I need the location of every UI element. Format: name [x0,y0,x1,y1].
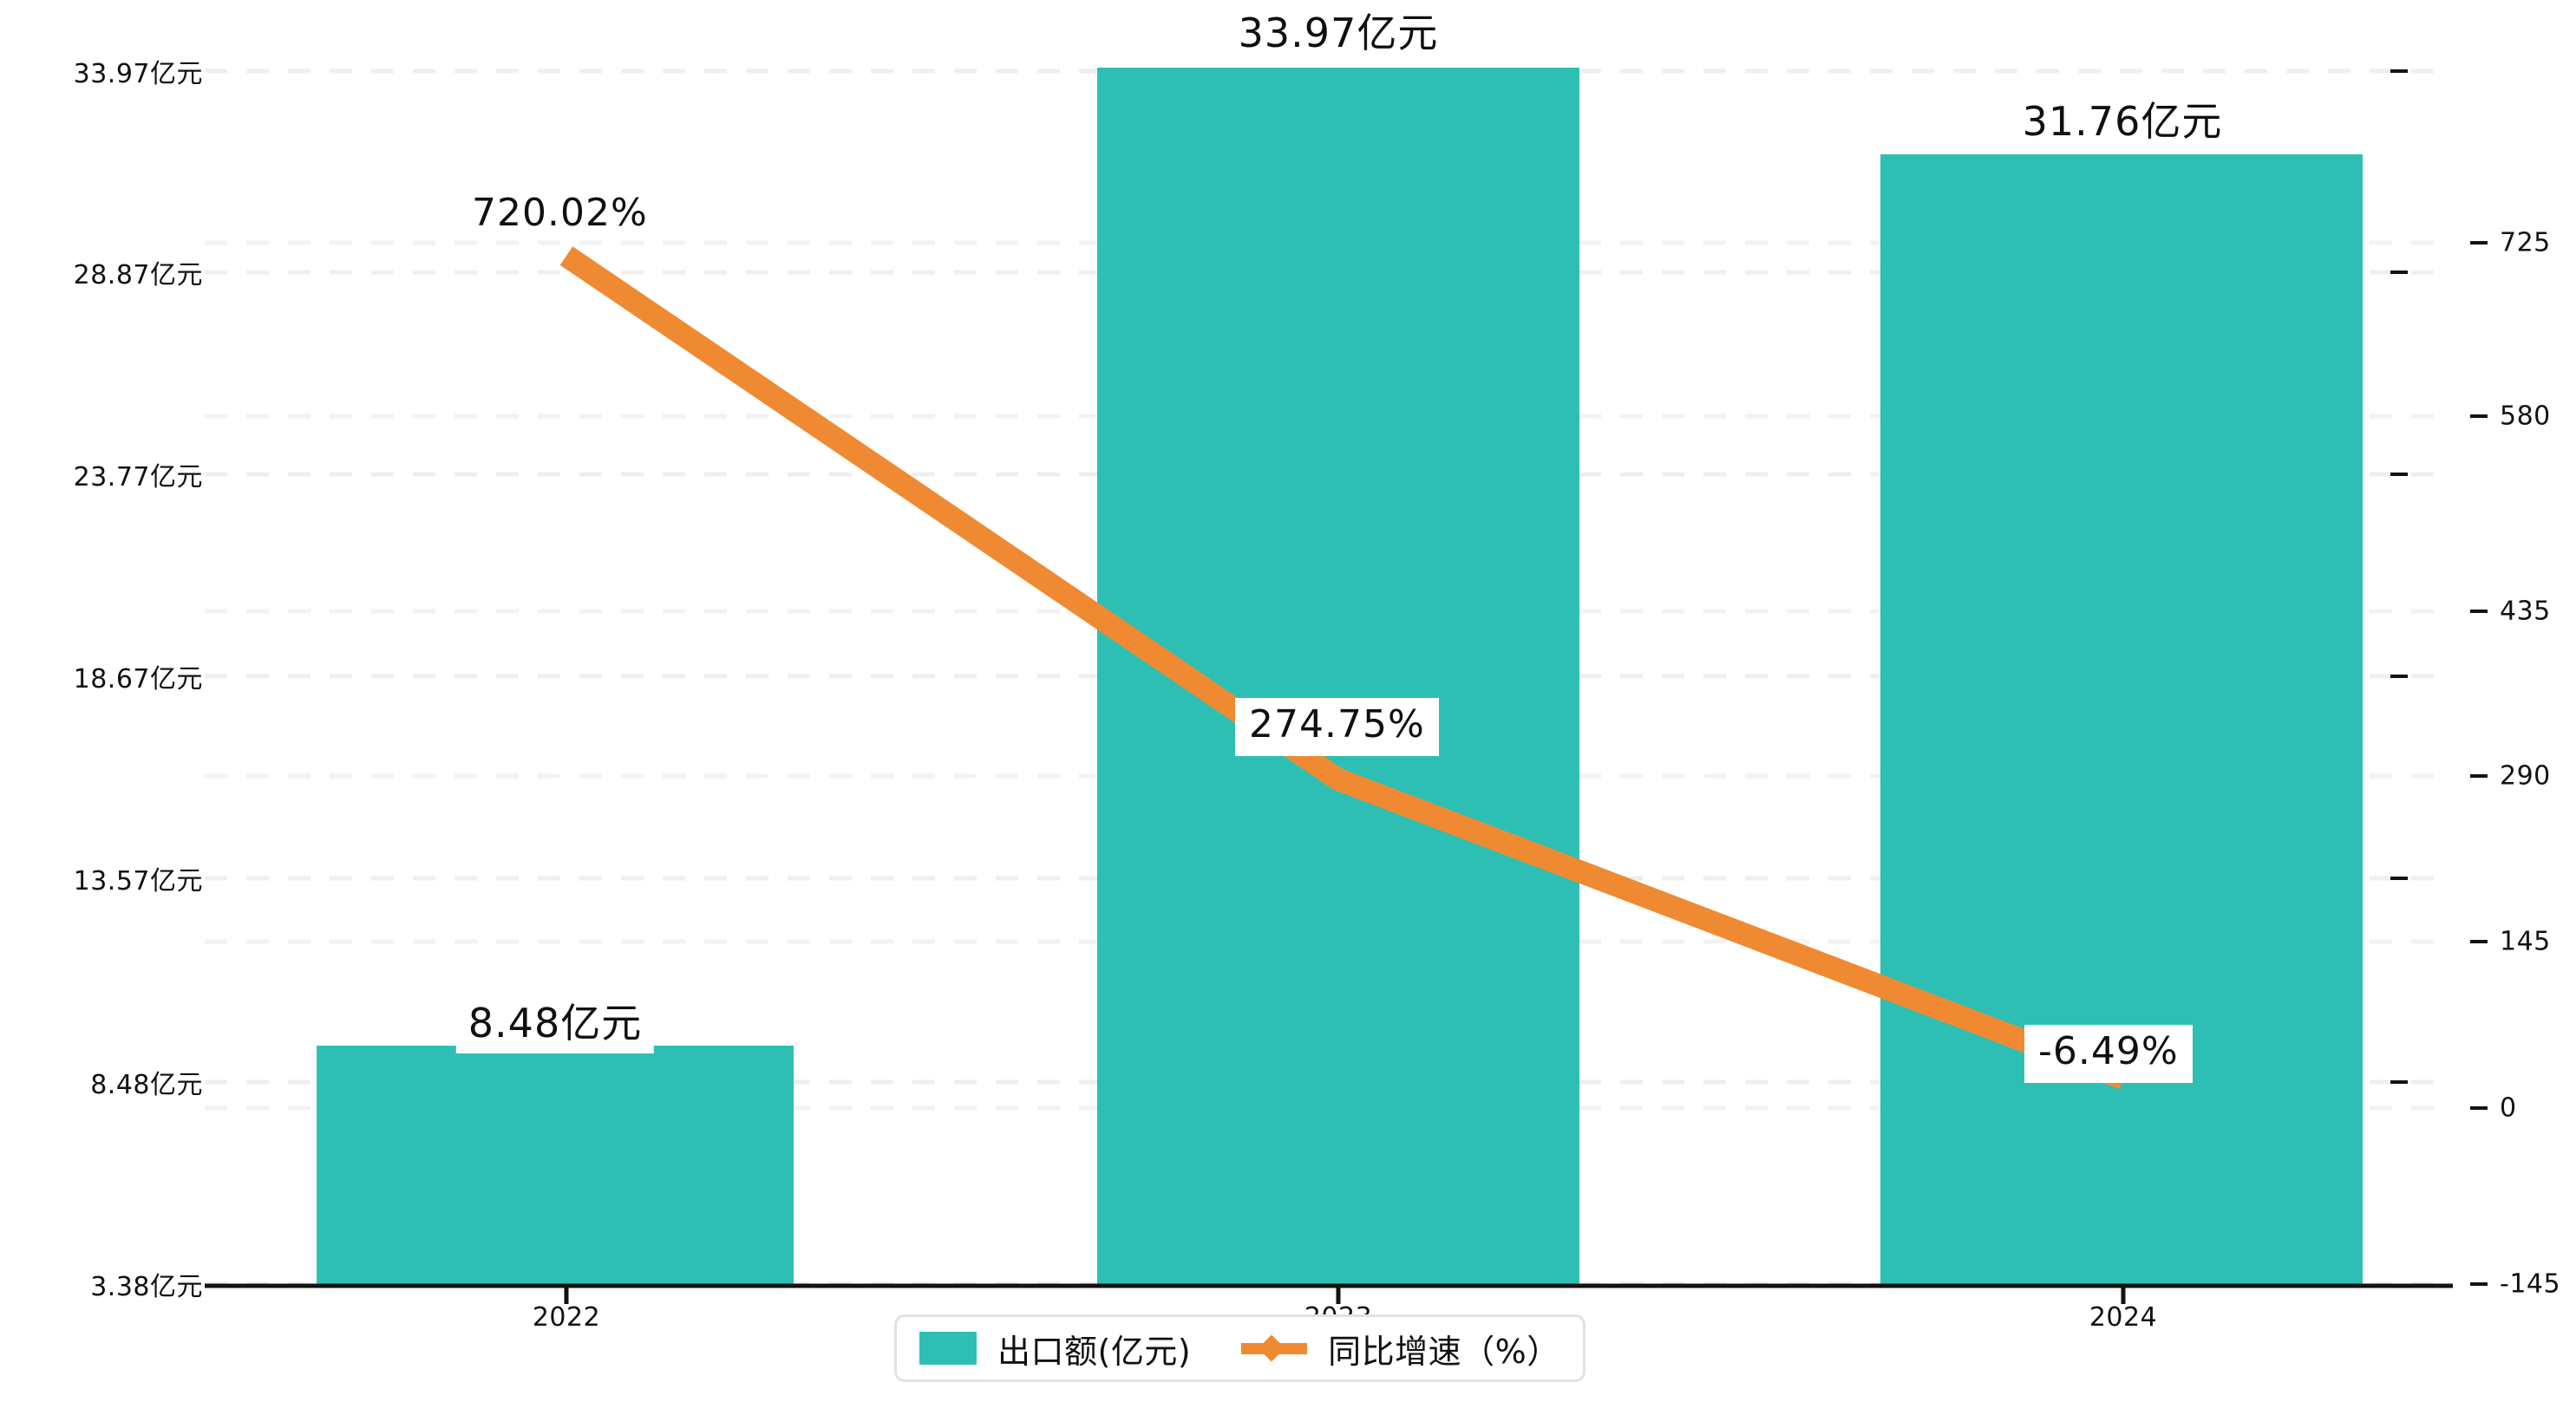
y-axis-right-tick-label: -145 [2500,1268,2561,1300]
y-axis-right-tick-mark [2470,774,2488,778]
legend-item-growth-rate[interactable]: 同比增速（%） [1241,1325,1560,1373]
y-axis-right-tick-label: 580 [2500,401,2551,432]
line-value-label-2024: -6.49% [2024,1025,2193,1083]
y-axis-left-tick-label: 33.97亿元 [73,59,203,89]
line-value-label-2022: 720.02% [472,191,648,235]
bar-value-label-2024: 31.76亿元 [2010,95,2235,152]
line-value-label-2023: 274.75% [1235,698,1439,756]
y-axis-left-tick-mark [2390,675,2408,678]
legend-label-growth-rate: 同比增速（%） [1328,1332,1560,1371]
y-axis-right-tick-label: 290 [2500,760,2551,792]
y-axis-left-tick-mark [2390,271,2408,274]
bar-2022 [317,1046,794,1286]
y-axis-right-tick-mark [2470,414,2488,418]
y-axis-right-tick-label: 0 [2500,1092,2517,1124]
y-axis-right-tick-mark [2470,241,2488,245]
bar-swatch-icon [919,1332,977,1365]
y-axis-right-tick-mark [2470,610,2488,613]
y-axis-left-tick-label: 13.57亿元 [73,866,203,897]
x-axis-tick-label-2022: 2022 [532,1302,601,1333]
y-axis-right-tick-label: 725 [2500,227,2551,258]
y-axis-left-tick-label: 23.77亿元 [73,462,203,492]
y-axis-left-tick-label: 3.38亿元 [90,1272,203,1302]
y-axis-left-tick-mark [2390,1080,2408,1084]
y-axis-left-tick-mark [2390,69,2408,73]
y-axis-right-tick-label: 145 [2500,926,2551,957]
y-axis-left-tick-label: 8.48亿元 [90,1070,203,1100]
y-axis-right-tick-label: 435 [2500,596,2551,627]
y-axis-right-tick-mark [2470,1106,2488,1110]
legend-label-export-value: 出口额(亿元) [997,1332,1192,1371]
bar-2024 [1880,154,2363,1286]
line-series [559,246,2128,1090]
y-axis-left-tick-label: 28.87亿元 [73,260,203,290]
x-axis-tick-label-2024: 2024 [2089,1302,2158,1333]
y-axis-left-tick-label: 18.67亿元 [73,664,203,694]
x-axis-ticks [564,1286,2126,1304]
y-axis-left-tick-mark [2390,877,2408,880]
y-axis-left-tick-mark [2390,473,2408,476]
bar-value-label-2022: 8.48亿元 [455,997,655,1053]
legend-item-export-value[interactable]: 出口额(亿元) [919,1325,1191,1373]
bar-value-label-2023: 33.97亿元 [1226,7,1451,63]
y-axis-right-tick-mark [2470,940,2488,943]
chart-legend: 出口额(亿元) 同比增速（%） [894,1314,1585,1382]
y-axis-right-tick-mark [2470,1282,2488,1286]
line-diamond-marker-icon [1241,1332,1308,1365]
